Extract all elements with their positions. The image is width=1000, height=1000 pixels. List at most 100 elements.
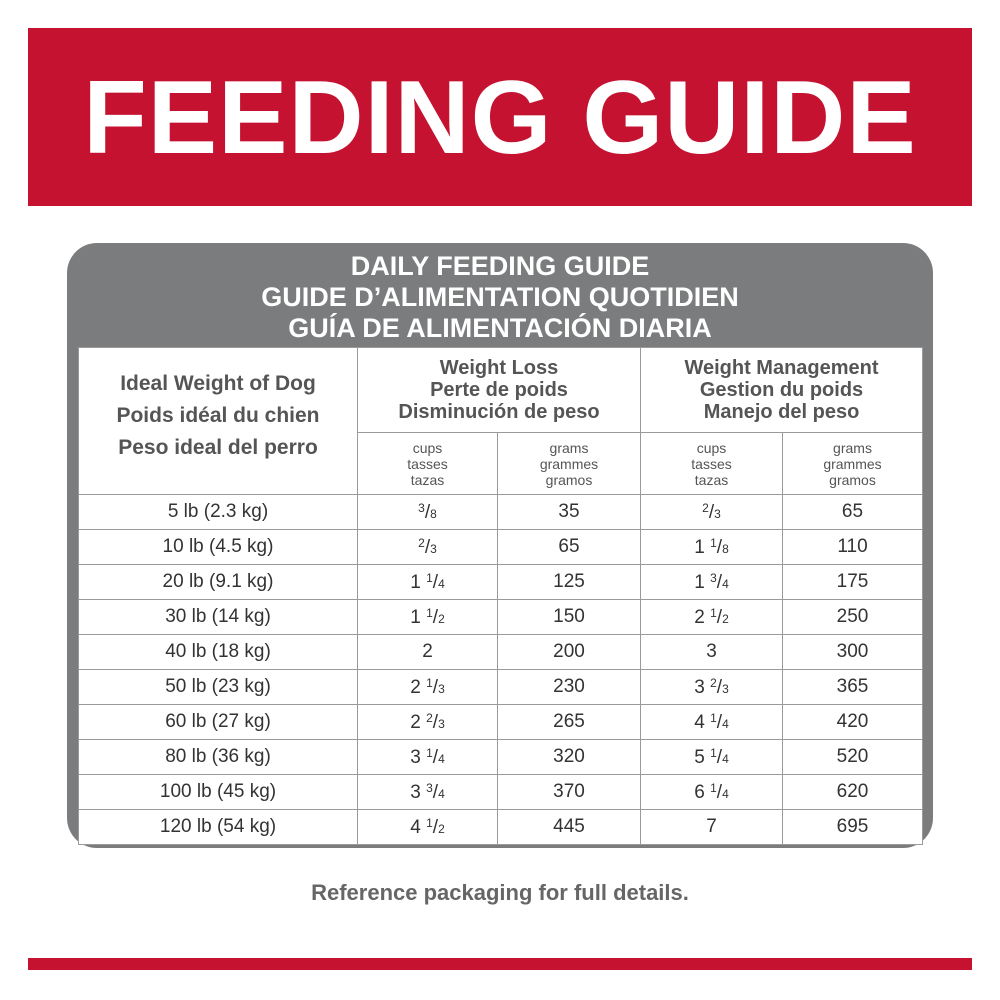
banner-title: FEEDING GUIDE (83, 60, 917, 176)
group-header-line: Manejo del peso (703, 401, 860, 423)
banner: FEEDING GUIDE (28, 28, 972, 206)
data-row: 80 lb (36 kg) 3 1/4 320 5 1/4 520 (78, 739, 923, 775)
unit-header: grams grammes gramos (497, 432, 641, 495)
amount: 3 3/4 (357, 774, 498, 810)
amount: 3 2/3 (640, 669, 783, 705)
dog-weight: 30 lb (14 kg) (78, 599, 358, 635)
unit-line: grammes (539, 455, 599, 472)
group-header-line: Gestion du poids (699, 379, 864, 401)
amount: 65 (497, 529, 641, 565)
amount: 4 1/2 (357, 809, 498, 845)
amount: 3/8 (357, 494, 498, 530)
amount: 300 (782, 634, 923, 670)
data-row: 100 lb (45 kg) 3 3/4 370 6 1/4 620 (78, 774, 923, 810)
data-row: 60 lb (27 kg) 2 2/3 265 4 1/4 420 (78, 704, 923, 740)
table-title: DAILY FEEDING GUIDE GUIDE D’ALIMENTATION … (67, 251, 933, 344)
amount: 1 1/8 (640, 529, 783, 565)
unit-header: grams grammes gramos (782, 432, 923, 495)
amount: 620 (782, 774, 923, 810)
table-title-line: GUÍA DE ALIMENTACIÓN DIARIA (288, 313, 712, 343)
dog-weight: 100 lb (45 kg) (78, 774, 358, 810)
data-row: 10 lb (4.5 kg) 2/3 65 1 1/8 110 (78, 529, 923, 565)
amount: 5 1/4 (640, 739, 783, 775)
amount: 2 (357, 634, 498, 670)
dog-weight: 80 lb (36 kg) (78, 739, 358, 775)
amount: 2 2/3 (357, 704, 498, 740)
unit-line: grammes (823, 455, 882, 472)
group-header: Weight Management Gestion du poids Manejo … (640, 347, 923, 433)
unit-line: cups (696, 439, 727, 456)
amount: 265 (497, 704, 641, 740)
amount: 695 (782, 809, 923, 845)
bottom-bar (28, 958, 972, 970)
data-row: 30 lb (14 kg) 1 1/2 150 2 1/2 250 (78, 599, 923, 635)
group-header-line: Perte de poids (430, 379, 568, 401)
amount: 65 (782, 494, 923, 530)
amount: 6 1/4 (640, 774, 783, 810)
unit-line: tazas (410, 471, 445, 488)
amount: 7 (640, 809, 783, 845)
unit-line: grams (549, 439, 589, 456)
group-header-line: Weight Loss (439, 357, 559, 379)
unit-line: cups (412, 439, 443, 456)
amount: 1 1/2 (357, 599, 498, 635)
data-row: 20 lb (9.1 kg) 1 1/4 125 1 3/4 175 (78, 564, 923, 600)
dog-weight: 50 lb (23 kg) (78, 669, 358, 705)
amount: 320 (497, 739, 641, 775)
data-row: 40 lb (18 kg) 2 200 3 300 (78, 634, 923, 670)
amount: 520 (782, 739, 923, 775)
weight-header-line: Ideal Weight of Dog (120, 372, 316, 395)
table-title-line: GUIDE D’ALIMENTATION QUOTIDIEN (261, 282, 739, 312)
amount: 1 1/4 (357, 564, 498, 600)
dog-weight: 5 lb (2.3 kg) (78, 494, 358, 530)
amount: 35 (497, 494, 641, 530)
amount: 200 (497, 634, 641, 670)
amount: 420 (782, 704, 923, 740)
amount: 370 (497, 774, 641, 810)
unit-line: grams (833, 439, 872, 456)
feeding-table-panel: DAILY FEEDING GUIDE GUIDE D’ALIMENTATION … (67, 243, 933, 848)
footer-note: Reference packaging for full details. (311, 880, 689, 905)
amount: 1 3/4 (640, 564, 783, 600)
amount: 250 (782, 599, 923, 635)
amount: 445 (497, 809, 641, 845)
unit-header: cups tasses tazas (357, 432, 498, 495)
amount: 2/3 (640, 494, 783, 530)
table-title-line: DAILY FEEDING GUIDE (350, 251, 650, 281)
weight-header-line: Peso ideal del perro (118, 436, 318, 459)
amount: 2/3 (357, 529, 498, 565)
feeding-table: Ideal Weight of Dog Poids idéal du chien P… (78, 347, 923, 845)
amount: 175 (782, 564, 923, 600)
data-row: 5 lb (2.3 kg) 3/8 35 2/3 65 (78, 494, 923, 530)
amount: 230 (497, 669, 641, 705)
group-header: Weight Loss Perte de poids Disminución de … (357, 347, 641, 433)
data-row: 50 lb (23 kg) 2 1/3 230 3 2/3 365 (78, 669, 923, 705)
amount: 125 (497, 564, 641, 600)
dog-weight: 20 lb (9.1 kg) (78, 564, 358, 600)
unit-line: gramos (545, 471, 593, 488)
amount: 3 (640, 634, 783, 670)
dog-weight: 60 lb (27 kg) (78, 704, 358, 740)
unit-line: gramos (829, 471, 876, 488)
weight-header-line: Poids idéal du chien (116, 404, 320, 427)
dog-weight: 10 lb (4.5 kg) (78, 529, 358, 565)
group-header-line: Weight Management (684, 357, 879, 379)
amount: 365 (782, 669, 923, 705)
header-row: Ideal Weight of Dog Poids idéal du chien P… (78, 347, 923, 495)
amount: 150 (497, 599, 641, 635)
dog-weight: 120 lb (54 kg) (78, 809, 358, 845)
dog-weight: 40 lb (18 kg) (78, 634, 358, 670)
unit-line: tasses (691, 455, 732, 472)
unit-line: tasses (407, 455, 448, 472)
amount: 2 1/3 (357, 669, 498, 705)
amount: 3 1/4 (357, 739, 498, 775)
unit-row: cups tasses tazas grams grammes gramos cups tas… (79, 432, 923, 495)
unit-line: tazas (694, 471, 729, 488)
amount: 110 (782, 529, 923, 565)
group-header-line: Disminución de peso (398, 401, 600, 423)
unit-header: cups tasses tazas (640, 432, 783, 495)
amount: 2 1/2 (640, 599, 783, 635)
amount: 4 1/4 (640, 704, 783, 740)
data-row: 120 lb (54 kg) 4 1/2 445 7 695 (78, 809, 923, 845)
